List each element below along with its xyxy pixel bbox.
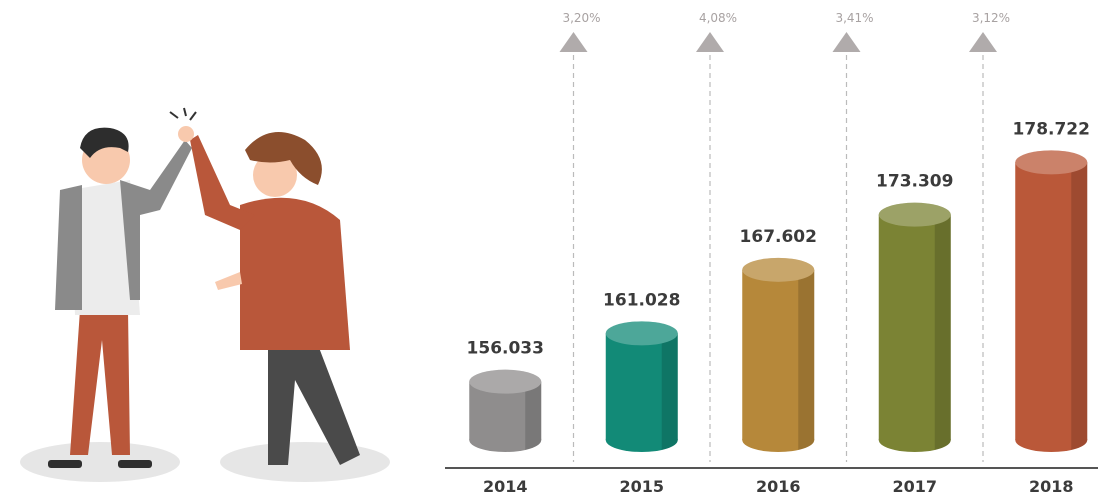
value-label: 161.028 [603, 290, 680, 310]
bar [878, 214, 951, 440]
x-tick-label: 2018 [1029, 477, 1074, 495]
cylinder-shade [934, 214, 951, 450]
cylinder-shade [1071, 162, 1088, 450]
cylinder-top-light [1015, 150, 1088, 175]
illustration [20, 107, 390, 482]
cylinder-top [742, 257, 815, 282]
bar [1015, 162, 1088, 440]
growth-arrow [969, 32, 997, 52]
growth-arrow [696, 32, 724, 52]
cylinder-top [878, 202, 951, 227]
growth-arrow [559, 32, 588, 52]
x-tick-label: 2017 [892, 477, 937, 495]
growth-arrow [832, 32, 861, 52]
cylinder-top [469, 369, 542, 394]
x-tick-label: 2015 [619, 477, 664, 495]
value-label: 178.722 [1013, 119, 1090, 139]
growth-label: 3,41% [835, 11, 873, 25]
cylinder-top [605, 321, 678, 346]
cylinder-top-light [878, 202, 951, 227]
value-label: 173.309 [876, 172, 953, 192]
growth-label: 3,12% [972, 11, 1010, 25]
x-tick-label: 2014 [483, 477, 528, 495]
cylinder-top [1015, 150, 1088, 175]
bar [742, 269, 815, 440]
cylinder-top-light [742, 257, 815, 282]
cylinder-top-light [605, 321, 678, 346]
x-tick-label: 2016 [756, 477, 801, 495]
cylinder-shade [798, 269, 815, 450]
growth-label: 3,20% [562, 11, 600, 25]
value-label: 167.602 [740, 227, 817, 247]
cylinder-top-light [469, 369, 542, 394]
cylinder-shade [661, 333, 678, 450]
cylinder-shade [525, 381, 542, 450]
bar [605, 333, 678, 440]
value-label: 156.033 [467, 339, 544, 359]
growth-label: 4,08% [699, 11, 737, 25]
